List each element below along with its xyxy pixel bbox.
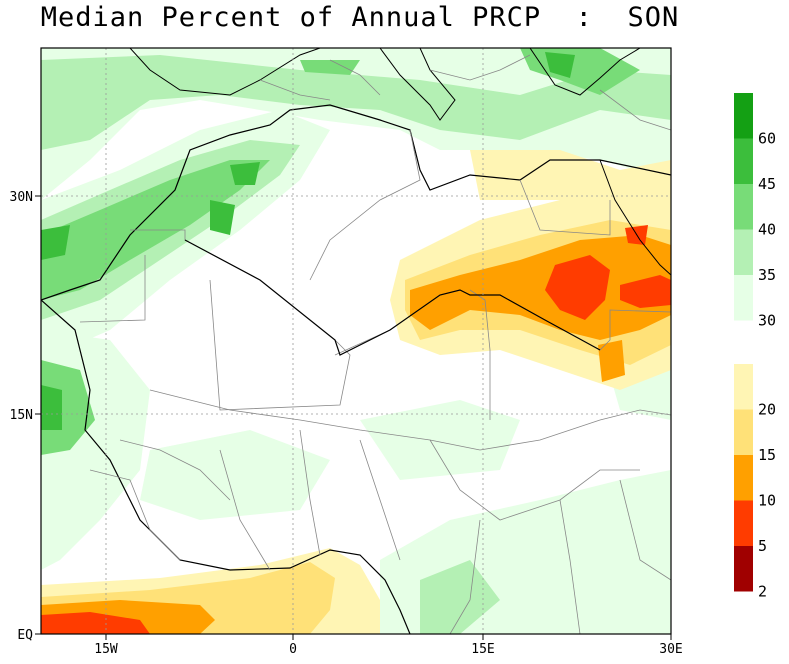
colorbar-swatch-35 — [734, 229, 753, 275]
coastline-senegal — [41, 299, 411, 634]
colorbar-label-20: 20 — [758, 401, 776, 419]
shade-sahel-30a — [140, 430, 330, 520]
shade-dry-5b — [620, 275, 671, 308]
x-tick-30e: 30E — [659, 642, 682, 657]
colorbar-swatch-60 — [734, 93, 753, 139]
shade-congo-35 — [420, 560, 500, 634]
shade-mediterranean-35 — [41, 55, 671, 150]
colorbar-label-5: 5 — [758, 537, 767, 555]
shade-atlas-45c — [230, 162, 260, 185]
shade-north-sea-40 — [300, 60, 360, 75]
shade-senegal-45 — [41, 385, 62, 430]
coastline-greece — [529, 48, 641, 96]
colorbar-label-10: 10 — [758, 492, 776, 510]
y-tick-30n: 30N — [10, 190, 33, 205]
map-title: Median Percent of Annual PRCP : SON — [40, 2, 680, 33]
shade-senegal-40 — [41, 360, 95, 455]
y-tick-eq: EQ — [17, 628, 33, 643]
colorbar-swatch-5 — [734, 500, 753, 546]
major-boundary — [184, 239, 601, 356]
x-tick-15w: 15W — [94, 642, 118, 657]
colorbar: 60 45 40 35 30 20 15 10 5 2 — [734, 93, 776, 601]
colorbar-label-45: 45 — [758, 175, 776, 193]
colorbar-swatch-10 — [734, 455, 753, 501]
colorbar-swatch-15 — [734, 409, 753, 455]
colorbar-swatch-2 — [734, 546, 753, 592]
colorbar-label-40: 40 — [758, 221, 776, 239]
coastline-red-sea — [599, 159, 671, 276]
x-tick-15e: 15E — [471, 642, 494, 657]
shade-atlas-45b — [210, 200, 235, 235]
colorbar-swatch-40 — [734, 184, 753, 230]
colorbar-label-15: 15 — [758, 446, 776, 464]
colorbar-swatch-30 — [734, 275, 753, 321]
shade-sahel-30b — [360, 400, 520, 480]
colorbar-label-2: 2 — [758, 583, 767, 601]
colorbar-label-60: 60 — [758, 130, 776, 148]
precip-field — [41, 48, 671, 634]
shade-dry-10-sudan — [598, 340, 625, 382]
plot-frame — [40, 47, 672, 635]
colorbar-swatch-20 — [734, 364, 753, 410]
x-tick-0: 0 — [289, 642, 297, 657]
country-borders — [79, 54, 671, 634]
coastline-iberia — [129, 48, 321, 96]
shade-aegean-60 — [545, 52, 575, 78]
colorbar-label-30: 30 — [758, 312, 776, 330]
graticule — [41, 48, 671, 634]
shade-atlas-45a — [41, 225, 70, 260]
colorbar-swatch-45 — [734, 138, 753, 184]
shade-dry-10 — [410, 235, 671, 340]
colorbar-label-35: 35 — [758, 266, 776, 284]
y-tick-15n: 15N — [10, 408, 33, 423]
shade-dry-5 — [545, 255, 610, 320]
shade-dry-20-north — [470, 150, 671, 200]
tick-marks — [35, 195, 672, 640]
shade-guinea-5 — [41, 612, 150, 634]
